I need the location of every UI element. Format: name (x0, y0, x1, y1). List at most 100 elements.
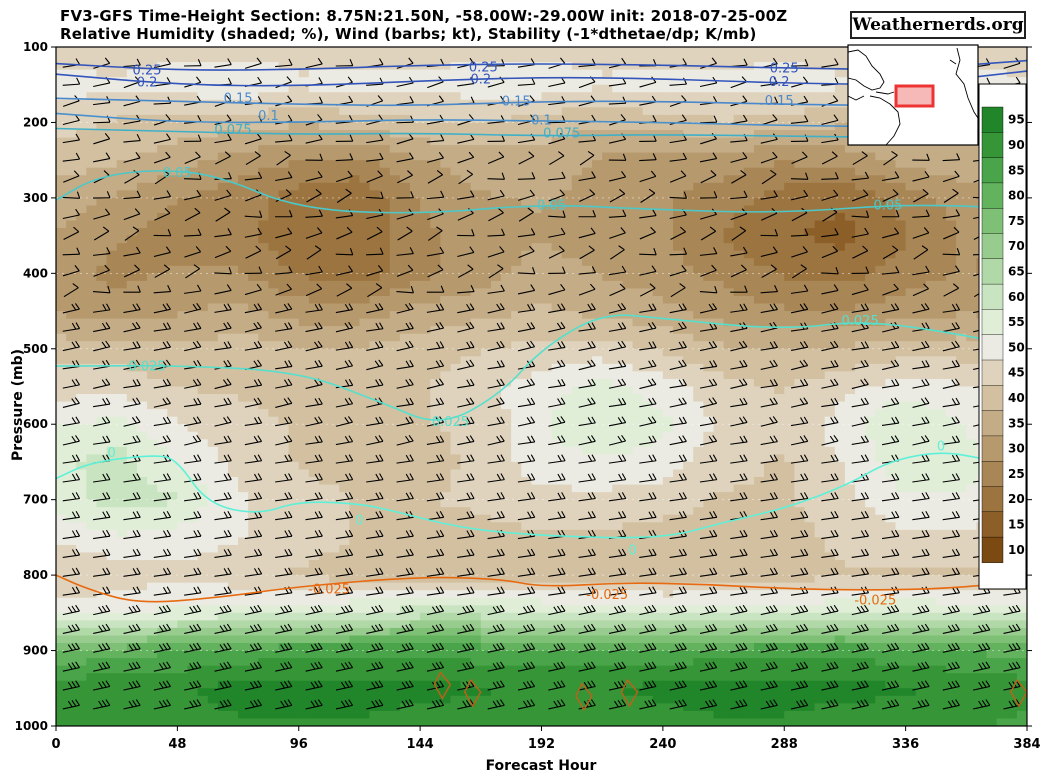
rh-cell (369, 190, 381, 199)
rh-cell (268, 212, 280, 222)
rh-cell (1016, 77, 1027, 86)
rh-cell (652, 235, 664, 244)
rh-cell (723, 265, 735, 274)
rh-cell (197, 363, 209, 373)
rh-cell (268, 416, 280, 425)
rh-cell (794, 235, 806, 244)
rh-cell (278, 122, 290, 131)
rh-cell (298, 378, 310, 388)
rh-cell (440, 152, 452, 161)
rh-cell (157, 409, 168, 418)
rh-cell (571, 145, 583, 154)
rh-cell (521, 107, 532, 116)
rh-cell (844, 197, 856, 207)
rh-cell (794, 265, 806, 274)
rh-cell (197, 54, 209, 63)
rh-cell (318, 341, 330, 350)
rh-cell (592, 258, 603, 267)
rh-cell (602, 295, 613, 305)
rh-cell (834, 394, 846, 403)
rh-cell (531, 356, 543, 365)
rh-cell (511, 401, 522, 410)
rh-cell (136, 235, 148, 244)
rh-cell (197, 311, 209, 320)
rh-cell (824, 152, 836, 161)
rh-cell (622, 107, 634, 116)
rh-cell (571, 378, 583, 388)
rh-cell (743, 137, 755, 146)
rh-cell (56, 99, 67, 108)
rh-cell (581, 205, 593, 214)
rh-cell (652, 190, 664, 199)
rh-cell (723, 47, 735, 56)
rh-cell (935, 152, 947, 161)
rh-cell (298, 258, 310, 267)
rh-cell (410, 160, 421, 169)
rh-cell (106, 333, 118, 342)
rh-cell (147, 107, 158, 116)
rh-cell (268, 228, 280, 237)
rh-cell (774, 258, 785, 267)
rh-cell (632, 326, 644, 335)
rh-cell (561, 295, 573, 305)
rh-cell (672, 341, 684, 350)
rh-cell (501, 175, 512, 184)
rh-cell (764, 160, 775, 169)
rh-cell (622, 220, 634, 229)
rh-cell (490, 77, 502, 86)
rh-cell (531, 235, 543, 244)
brand-logo[interactable]: Weathernerds.org (850, 11, 1026, 39)
rh-cell (389, 137, 401, 146)
rh-cell (581, 84, 593, 93)
rh-cell (511, 341, 522, 350)
rh-cell (217, 431, 229, 440)
rh-cell (764, 145, 775, 154)
rh-cell (167, 424, 178, 433)
rh-cell (460, 107, 472, 116)
rh-cell (440, 92, 452, 101)
rh-cell (794, 54, 806, 63)
rh-cell (774, 160, 785, 169)
rh-cell (915, 356, 927, 365)
rh-cell (227, 197, 239, 207)
rh-cell (298, 394, 310, 403)
rh-cell (541, 175, 553, 184)
rh-cell (66, 205, 77, 214)
rh-cell (470, 295, 482, 305)
rh-cell (248, 84, 259, 93)
rh-cell (116, 182, 128, 191)
rh-cell (349, 92, 361, 101)
rh-cell (885, 295, 897, 305)
rh-cell (278, 197, 290, 207)
rh-cell (652, 152, 664, 161)
rh-cell (268, 326, 280, 335)
rh-cell (480, 303, 492, 312)
rh-cell (369, 69, 381, 78)
rh-cell (662, 182, 674, 191)
rh-cell (571, 47, 583, 56)
rh-cell (116, 167, 128, 176)
rh-cell (359, 228, 371, 237)
rh-cell (814, 145, 826, 154)
rh-cell (662, 175, 674, 184)
rh-cell (490, 280, 502, 290)
rh-cell (86, 295, 98, 305)
rh-cell (713, 326, 725, 335)
rh-cell (470, 122, 482, 131)
rh-cell (541, 258, 553, 267)
rh-cell (743, 258, 755, 267)
rh-cell (632, 303, 644, 312)
rh-cell (622, 341, 634, 350)
rh-cell (895, 303, 907, 312)
rh-cell (946, 265, 957, 274)
rh-cell (966, 205, 978, 214)
rh-cell (288, 220, 300, 229)
rh-cell (713, 122, 725, 131)
rh-cell (177, 363, 189, 373)
rh-cell (288, 152, 300, 161)
rh-cell (622, 129, 634, 139)
rh-cell (238, 220, 249, 229)
rh-cell (167, 311, 178, 320)
rh-cell (268, 394, 280, 403)
rh-cell (430, 114, 441, 124)
